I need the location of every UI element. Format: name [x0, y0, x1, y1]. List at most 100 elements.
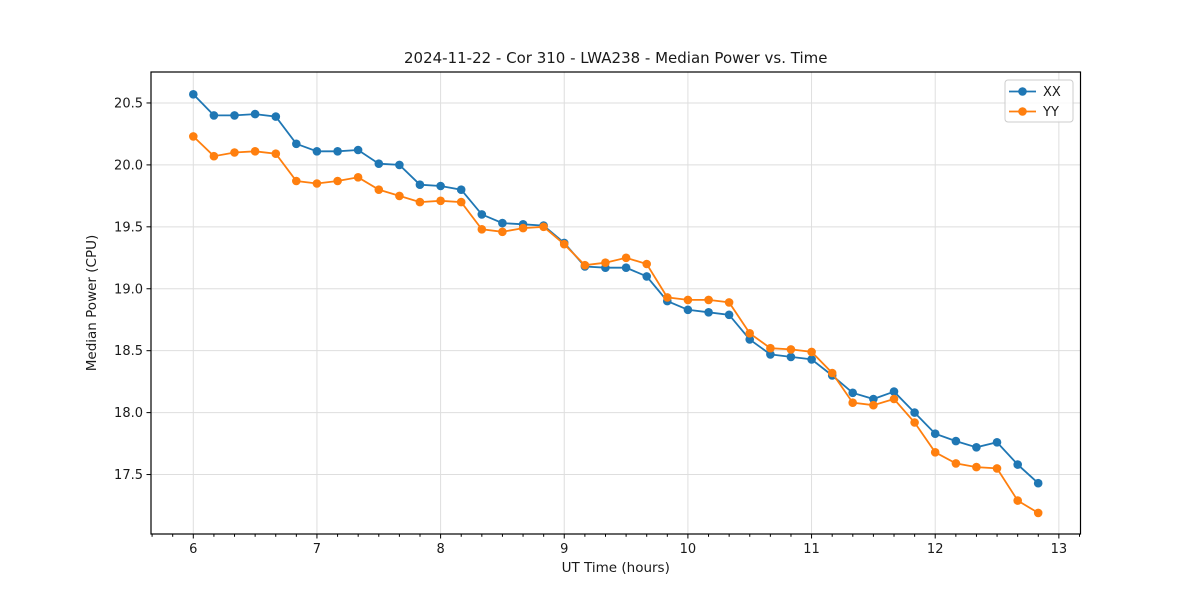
y-tick-label: 19.0	[114, 282, 143, 297]
data-point-yy	[250, 147, 260, 156]
data-point-xx	[1013, 460, 1022, 469]
data-point-xx	[807, 355, 816, 364]
data-point-yy	[930, 448, 940, 457]
data-point-yy	[889, 394, 899, 404]
data-point-xx	[333, 147, 342, 156]
legend-box	[1004, 79, 1074, 123]
data-point-xx	[250, 109, 260, 119]
x-axis-label: UT Time (hours)	[562, 560, 670, 576]
data-point-xx	[972, 443, 981, 452]
x-tick-label: 7	[313, 542, 321, 557]
y-tick-label: 19.5	[114, 220, 143, 235]
data-point-yy	[786, 345, 796, 354]
data-point-xx	[745, 335, 754, 344]
legend: XX YY	[1004, 79, 1074, 123]
legend-label: YY	[1042, 105, 1059, 120]
grid-layer	[151, 72, 1081, 534]
data-point-xx	[766, 350, 775, 359]
data-point-xx	[704, 308, 713, 317]
data-point-xx	[312, 147, 322, 156]
y-tick-label: 20.0	[114, 158, 143, 173]
data-point-xx	[436, 181, 445, 191]
data-point-xx	[621, 263, 631, 273]
data-point-yy	[910, 418, 919, 427]
data-point-yy	[869, 400, 878, 410]
data-point-yy	[848, 398, 857, 408]
x-tick-label: 11	[803, 542, 820, 557]
data-point-xx	[724, 310, 734, 320]
data-point-yy	[724, 298, 734, 307]
data-point-xx	[869, 394, 878, 404]
y-tick-label: 17.5	[114, 468, 143, 483]
data-point-xx	[992, 438, 1002, 447]
data-point-xx	[292, 139, 301, 149]
data-point-yy	[333, 176, 342, 186]
data-point-yy	[621, 253, 631, 263]
data-point-yy	[559, 239, 569, 249]
data-point-yy	[498, 227, 507, 237]
data-point-xx	[889, 387, 899, 396]
chart-title: 2024-11-22 - Cor 310 - LWA238 - Median P…	[404, 49, 828, 67]
y-tick-label: 18.5	[114, 344, 143, 359]
x-tick-label: 6	[189, 542, 197, 557]
data-point-yy	[312, 179, 322, 188]
legend-label: XX	[1043, 85, 1061, 100]
y-axis-label: Median Power (CPU)	[84, 235, 100, 371]
legend-sample-marker	[1018, 107, 1027, 116]
data-point-xx	[848, 388, 857, 398]
data-point-yy	[766, 343, 775, 353]
data-point-yy	[436, 196, 445, 206]
data-point-xx	[209, 111, 219, 120]
tick-layer	[146, 102, 1081, 539]
x-tick-label: 13	[1051, 542, 1068, 557]
data-point-xx	[910, 408, 919, 417]
x-tick-label: 8	[436, 542, 444, 557]
data-point-xx	[271, 112, 281, 121]
data-point-yy	[456, 197, 466, 207]
data-point-yy	[704, 295, 713, 305]
legend-item-xx: XX	[1009, 85, 1061, 100]
data-point-yy	[1033, 508, 1043, 518]
data-point-yy	[209, 151, 219, 161]
data-point-yy	[230, 148, 239, 157]
data-point-yy	[518, 223, 528, 233]
data-point-yy	[972, 462, 981, 472]
legend-item-yy: YY	[1009, 105, 1059, 120]
data-point-yy	[642, 259, 651, 269]
data-point-yy	[663, 293, 672, 302]
plot-border	[150, 71, 1082, 535]
data-point-xx	[498, 218, 507, 228]
data-point-yy	[292, 176, 301, 186]
data-point-yy	[415, 197, 425, 207]
data-point-yy	[395, 191, 404, 201]
legend-sample-marker	[1018, 87, 1027, 96]
data-point-yy	[745, 329, 754, 338]
series-layer	[189, 90, 1043, 518]
data-point-yy	[1013, 496, 1022, 505]
data-point-yy	[951, 459, 961, 468]
data-point-yy	[271, 149, 281, 158]
data-point-xx	[395, 160, 404, 170]
data-point-xx	[951, 436, 961, 446]
tick-label-layer: 6 7 8 9 10 11 12 13 17.5 18.0 18.5 19.0 19.5 20.0 20.5	[114, 96, 1067, 557]
data-point-yy	[539, 222, 548, 232]
series-yy	[189, 132, 1043, 518]
data-point-xx	[230, 111, 239, 120]
data-point-xx	[353, 145, 363, 155]
data-point-yy	[992, 464, 1002, 473]
data-point-xx	[642, 272, 651, 281]
data-point-yy	[827, 368, 837, 378]
x-tick-label: 10	[680, 542, 697, 557]
data-point-xx	[189, 90, 198, 99]
data-point-yy	[374, 185, 384, 194]
data-point-yy	[601, 258, 610, 268]
x-tick-label: 12	[927, 542, 944, 557]
y-tick-label: 20.5	[114, 96, 143, 111]
y-tick-label: 18.0	[114, 406, 143, 421]
data-point-yy	[807, 347, 816, 357]
data-point-yy	[477, 225, 487, 234]
data-point-xx	[374, 159, 384, 168]
series-line-yy	[192, 135, 1039, 514]
x-tick-label: 9	[560, 542, 568, 557]
